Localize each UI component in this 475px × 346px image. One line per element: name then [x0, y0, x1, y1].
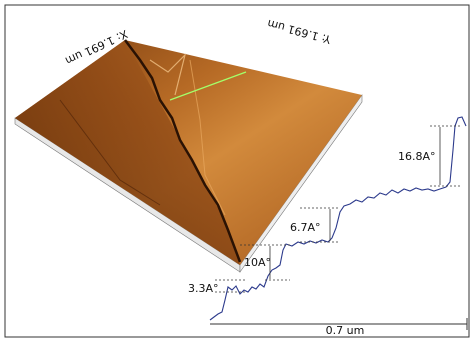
afm-surface [15, 40, 362, 272]
scale-bar-label: 0.7 um [326, 324, 365, 337]
step-label: 6.7A° [290, 221, 321, 234]
y-size-label: Y: 1.691 um [266, 17, 333, 47]
step-label: 16.8A° [398, 150, 436, 163]
step-label: 10A° [244, 256, 271, 269]
figure: X: 1.691 um Y: 1.691 um 3.3A° 10A° 6.7A°… [0, 0, 475, 342]
step-label: 3.3A° [188, 282, 219, 295]
